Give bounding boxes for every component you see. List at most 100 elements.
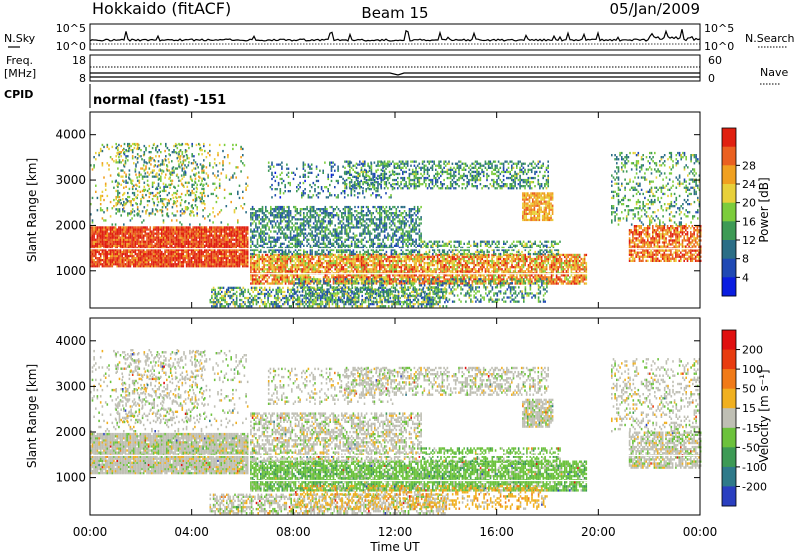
heatmap-cell: [191, 190, 193, 192]
heatmap-cell: [158, 241, 160, 243]
heatmap-cell: [252, 276, 254, 278]
heatmap-cell: [546, 266, 548, 268]
heatmap-cell: [232, 265, 234, 267]
heatmap-cell: [211, 241, 213, 243]
heatmap-cell: [372, 268, 374, 270]
heatmap-cell: [450, 280, 452, 282]
heatmap-cell: [153, 251, 155, 253]
heatmap-cell: [188, 263, 190, 265]
heatmap-cell: [425, 278, 427, 280]
heatmap-cell: [359, 276, 361, 278]
heatmap-cell: [124, 210, 126, 212]
heatmap-cell: [455, 274, 457, 276]
heatmap-cell: [255, 254, 257, 256]
heatmap-cell: [199, 245, 201, 247]
heatmap-cell: [129, 169, 131, 171]
heatmap-cell: [194, 255, 196, 257]
heatmap-cell: [349, 258, 351, 260]
heatmap-cell: [217, 197, 219, 199]
heatmap-cell: [301, 262, 303, 264]
heatmap-cell: [158, 263, 160, 265]
heatmap-cell: [196, 144, 198, 146]
heatmap-cell: [450, 266, 452, 268]
heatmap-cell: [559, 276, 561, 278]
heatmap-cell: [511, 256, 513, 258]
heatmap-cell: [176, 205, 178, 207]
heatmap-cell: [429, 274, 431, 276]
heatmap-cell: [366, 262, 368, 264]
heatmap-cell: [235, 239, 237, 241]
heatmap-cell: [201, 171, 203, 173]
heatmap-cell: [496, 278, 498, 280]
heatmap-cell: [206, 259, 208, 261]
heatmap-cell: [134, 143, 136, 145]
heatmap-cell: [329, 280, 331, 282]
heatmap-cell: [316, 262, 318, 264]
heatmap-cell: [278, 270, 280, 272]
heatmap-cell: [165, 206, 167, 208]
heatmap-cell: [242, 230, 244, 232]
heatmap-cell: [151, 239, 153, 241]
heatmap-cell: [163, 255, 165, 257]
heatmap-cell: [92, 226, 94, 228]
heatmap-cell: [364, 268, 366, 270]
heatmap-cell: [523, 274, 525, 276]
heatmap-cell: [166, 255, 168, 257]
heatmap-cell: [235, 253, 237, 255]
heatmap-cell: [158, 251, 160, 253]
heatmap-cell: [175, 192, 177, 194]
heatmap-cell: [247, 263, 249, 265]
heatmap-cell: [409, 266, 411, 268]
heatmap-cell: [553, 268, 555, 270]
heatmap-cell: [296, 260, 298, 262]
heatmap-cell: [420, 278, 422, 280]
heatmap-cell: [351, 262, 353, 264]
heatmap-cell: [343, 280, 345, 282]
heatmap-cell: [157, 210, 159, 212]
heatmap-cell: [265, 264, 267, 266]
heatmap-cell: [325, 268, 327, 270]
heatmap-cell: [448, 266, 450, 268]
heatmap-cell: [188, 257, 190, 259]
heatmap-cell: [206, 251, 208, 253]
heatmap-cell: [333, 282, 335, 284]
heatmap-cell: [168, 226, 170, 228]
heatmap-cell: [275, 254, 277, 256]
heatmap-cell: [209, 253, 211, 255]
heatmap-cell: [202, 261, 204, 263]
heatmap-cell: [191, 228, 193, 230]
heatmap-cell: [118, 156, 120, 158]
heatmap-cell: [157, 188, 159, 190]
heatmap-cell: [221, 172, 223, 174]
heatmap-cell: [518, 262, 520, 264]
heatmap-cell: [539, 258, 541, 260]
heatmap-cell: [100, 150, 102, 152]
heatmap-cell: [519, 258, 521, 260]
heatmap-cell: [491, 274, 493, 276]
heatmap-cell: [557, 268, 559, 270]
heatmap-cell: [358, 274, 360, 276]
heatmap-cell: [358, 266, 360, 268]
heatmap-cell: [382, 262, 384, 264]
heatmap-cell: [191, 239, 193, 241]
heatmap-cell: [521, 280, 523, 282]
heatmap-cell: [118, 251, 120, 253]
heatmap-cell: [118, 265, 120, 267]
heatmap-cell: [102, 241, 104, 243]
heatmap-cell: [92, 263, 94, 265]
heatmap-cell: [250, 270, 252, 272]
heatmap-cell: [115, 196, 117, 198]
heatmap-cell: [140, 226, 142, 228]
heatmap-cell: [457, 278, 459, 280]
heatmap-cell: [366, 264, 368, 266]
heatmap-cell: [108, 259, 110, 261]
heatmap-cell: [339, 280, 341, 282]
heatmap-cell: [154, 251, 156, 253]
heatmap-cell: [123, 253, 125, 255]
heatmap-cell: [308, 268, 310, 270]
heatmap-cell: [185, 174, 187, 176]
heatmap-cell: [203, 143, 205, 145]
heatmap-cell: [310, 276, 312, 278]
heatmap-cell: [145, 172, 147, 174]
heatmap-cell: [538, 264, 540, 266]
